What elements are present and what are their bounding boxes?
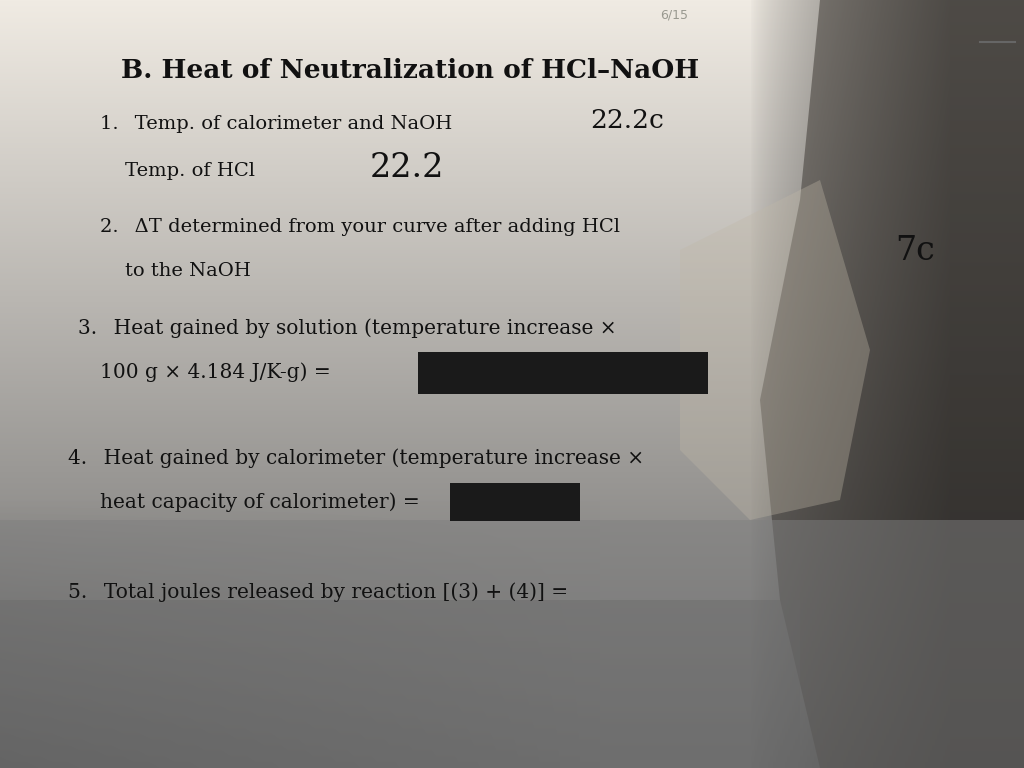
Text: 2.  ΔT determined from your curve after adding HCl: 2. ΔT determined from your curve after a… [100, 218, 620, 236]
Text: Temp. of HCl: Temp. of HCl [125, 162, 255, 180]
Text: 7c: 7c [895, 235, 935, 267]
Bar [0, 600, 800, 768]
Polygon shape [760, 0, 1024, 768]
Text: 6/15: 6/15 [660, 8, 688, 21]
Text: 22.2: 22.2 [370, 152, 444, 184]
Bar [450, 483, 580, 521]
Text: heat capacity of calorimeter) =: heat capacity of calorimeter) = [100, 492, 420, 511]
Text: 3.  Heat gained by solution (temperature increase ×: 3. Heat gained by solution (temperature … [78, 318, 616, 338]
Text: B. Heat of Neutralization of HCl–NaOH: B. Heat of Neutralization of HCl–NaOH [121, 58, 699, 83]
Text: 1.  Temp. of calorimeter and NaOH: 1. Temp. of calorimeter and NaOH [100, 115, 453, 133]
Bar [418, 352, 708, 394]
Text: to the NaOH: to the NaOH [125, 262, 251, 280]
Polygon shape [680, 180, 870, 520]
Text: 22.2c: 22.2c [590, 108, 664, 133]
Bar [0, 520, 1024, 768]
Text: 4.  Heat gained by calorimeter (temperature increase ×: 4. Heat gained by calorimeter (temperatu… [68, 448, 644, 468]
Text: 5.  Total joules released by reaction [(3) + (4)] =: 5. Total joules released by reaction [(3… [68, 582, 568, 601]
Text: 100 g × 4.184 J/K-g) =: 100 g × 4.184 J/K-g) = [100, 362, 331, 382]
